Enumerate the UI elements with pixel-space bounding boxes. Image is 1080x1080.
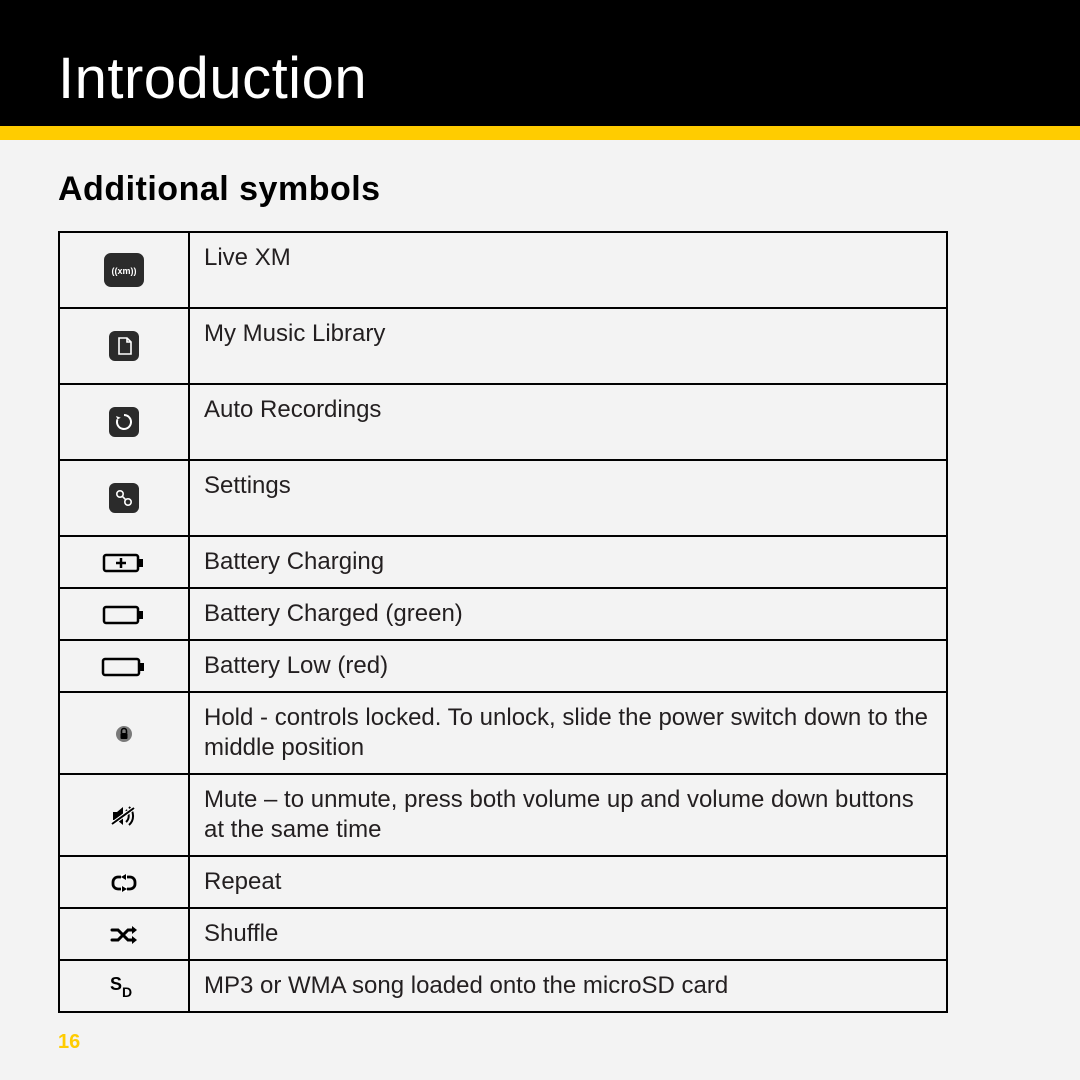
table-row: Hold - controls locked. To unlock, slide… [59,692,947,774]
icon-cell [59,774,189,856]
accent-bar [0,126,1080,140]
sd-card-icon: S D [110,974,138,1000]
symbol-description: Mute – to unmute, press both volume up a… [189,774,947,856]
table-row: Settings [59,460,947,536]
table-row: Repeat [59,856,947,908]
symbol-description: Hold - controls locked. To unlock, slide… [189,692,947,774]
table-row: Battery Low (red) [59,640,947,692]
table-row: ((xm)) Live XM [59,232,947,308]
icon-cell [59,908,189,960]
icon-cell [59,640,189,692]
table-row: My Music Library [59,308,947,384]
live-xm-icon: ((xm)) [104,253,144,287]
table-row: Battery Charging [59,536,947,588]
table-row: S D MP3 or WMA song loaded onto the micr… [59,960,947,1012]
symbol-description: Shuffle [189,908,947,960]
manual-page: Introduction Additional symbols ((xm)) L… [0,0,1080,1080]
icon-cell [59,308,189,384]
icon-cell [59,384,189,460]
battery-low-icon [101,656,147,678]
repeat-icon [109,872,139,894]
page-title: Introduction [58,45,367,112]
symbol-description: Battery Charged (green) [189,588,947,640]
battery-charging-icon [102,552,146,574]
symbol-description: Auto Recordings [189,384,947,460]
svg-text:((xm)): ((xm)) [112,266,137,276]
table-row: Shuffle [59,908,947,960]
table-row: Mute – to unmute, press both volume up a… [59,774,947,856]
icon-cell [59,692,189,774]
page-number: 16 [58,1031,80,1054]
icon-cell [59,460,189,536]
music-library-icon [109,331,139,361]
symbol-description: Repeat [189,856,947,908]
settings-icon [109,483,139,513]
content-area: Additional symbols ((xm)) Live XM [58,170,1022,1013]
icon-cell [59,856,189,908]
symbol-description: Battery Low (red) [189,640,947,692]
symbol-description: Battery Charging [189,536,947,588]
symbol-description: My Music Library [189,308,947,384]
symbols-table: ((xm)) Live XM [58,231,948,1013]
symbol-description: MP3 or WMA song loaded onto the microSD … [189,960,947,1012]
hold-lock-icon [113,723,135,745]
svg-text:D: D [122,984,132,1000]
table-row: Auto Recordings [59,384,947,460]
auto-recordings-icon [109,407,139,437]
symbol-description: Live XM [189,232,947,308]
table-row: Battery Charged (green) [59,588,947,640]
mute-icon [110,804,138,828]
page-header: Introduction [0,0,1080,126]
icon-cell: S D [59,960,189,1012]
section-subheading: Additional symbols [58,170,1022,209]
shuffle-icon [109,925,139,945]
icon-cell: ((xm)) [59,232,189,308]
icon-cell [59,536,189,588]
battery-charged-icon [102,604,146,626]
symbol-description: Settings [189,460,947,536]
icon-cell [59,588,189,640]
svg-text:S: S [110,974,122,994]
